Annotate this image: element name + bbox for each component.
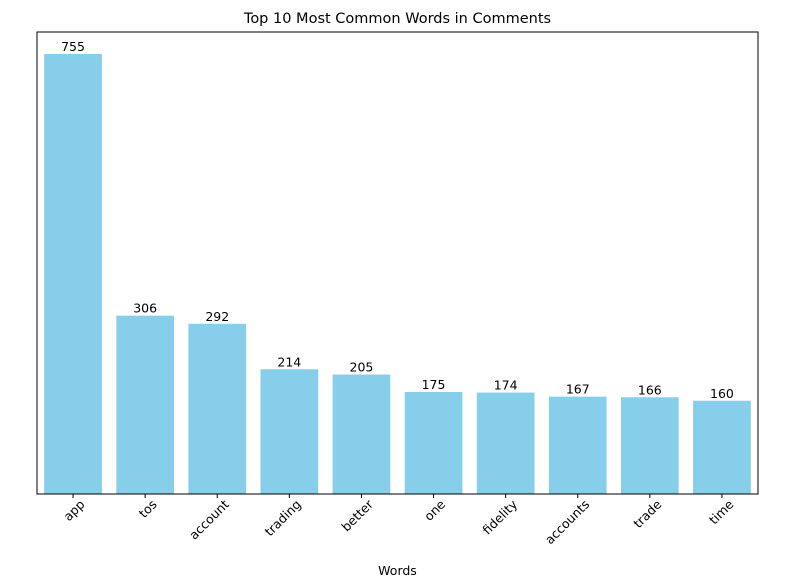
plot-area: 755 306 292 214 205 175 174 167 166 160 [44, 39, 751, 494]
chart-title: Top 10 Most Common Words in Comments [243, 11, 551, 27]
bar-time [693, 400, 751, 494]
data-label-trading: 214 [277, 354, 301, 369]
bar-better [332, 374, 391, 494]
bar-tos [116, 315, 174, 494]
bar-app [44, 54, 102, 494]
data-label-better: 205 [350, 360, 374, 375]
data-label-tos: 306 [133, 301, 157, 316]
data-label-account: 292 [205, 309, 229, 324]
bar-trading [260, 369, 319, 494]
x-axis-label: Words [378, 563, 417, 578]
bar-account [188, 323, 247, 494]
bar-accounts [548, 396, 607, 494]
bar-trade [621, 397, 679, 494]
data-label-accounts: 167 [566, 382, 590, 397]
bar-one [404, 392, 463, 494]
bar-fidelity [476, 392, 535, 494]
data-label-app: 755 [61, 39, 85, 54]
data-label-trade: 166 [638, 382, 662, 397]
data-label-one: 175 [422, 377, 446, 392]
data-label-fidelity: 174 [494, 378, 518, 393]
data-label-time: 160 [710, 386, 734, 401]
plot-frame [36, 31, 759, 495]
